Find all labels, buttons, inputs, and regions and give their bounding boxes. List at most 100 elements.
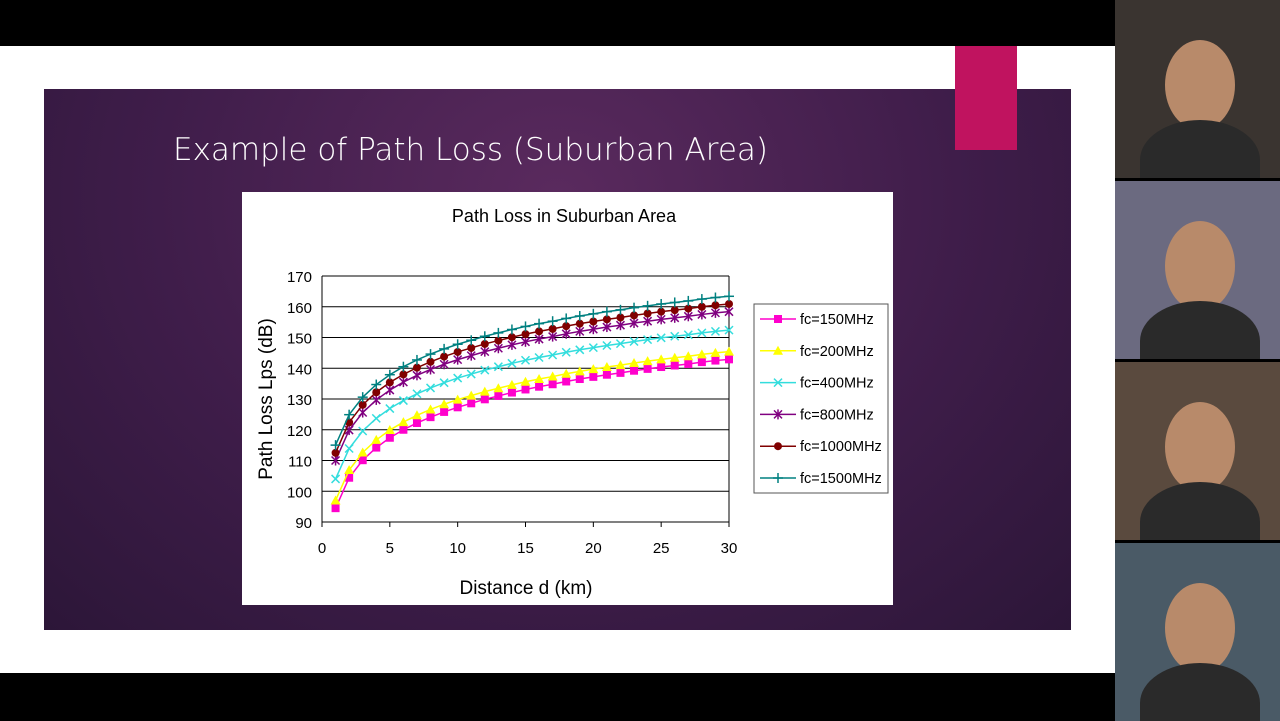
x-tick-label: 15 — [517, 540, 534, 557]
marker-triangle — [629, 358, 640, 368]
marker-square — [494, 391, 503, 400]
marker-triangle — [547, 371, 558, 381]
y-tick-label: 160 — [287, 300, 312, 317]
marker-circle — [480, 339, 489, 348]
marker-triangle — [398, 417, 409, 427]
participant-tile-1[interactable] — [1115, 0, 1280, 178]
marker-x — [697, 328, 707, 338]
legend-label: fc=150MHz — [800, 312, 874, 328]
marker-circle — [774, 442, 782, 451]
marker-square — [480, 395, 489, 404]
marker-square — [521, 385, 530, 394]
chart-canvas: Path Loss in Suburban Area Distance d (k… — [256, 206, 889, 599]
marker-square — [697, 358, 706, 367]
participant-tile-4[interactable] — [1115, 543, 1280, 721]
participant-tile-3[interactable] — [1115, 362, 1280, 540]
series-line — [334, 310, 730, 461]
marker-circle — [616, 313, 625, 322]
participant-gallery — [1115, 0, 1280, 721]
marker-x — [412, 389, 422, 399]
y-tick-label: 110 — [288, 454, 312, 471]
marker-circle — [575, 319, 584, 328]
marker-circle — [521, 330, 530, 339]
legend-label: fc=1500MHz — [800, 471, 882, 487]
marker-triangle — [696, 349, 707, 359]
legend-item: fc=1000MHz — [760, 439, 882, 455]
y-tick-label: 90 — [295, 515, 312, 532]
marker-circle — [372, 388, 381, 397]
marker-circle — [507, 333, 516, 342]
x-tick-label: 20 — [585, 540, 602, 557]
marker-triangle — [656, 354, 667, 364]
marker-x — [548, 350, 558, 360]
marker-square — [589, 372, 598, 381]
marker-triangle — [479, 386, 490, 396]
series-fc=800MHz — [331, 306, 734, 466]
marker-square — [616, 368, 625, 377]
marker-triangle — [773, 345, 783, 355]
participant-body — [1140, 663, 1260, 721]
marker-circle — [385, 378, 394, 387]
marker-x — [683, 330, 693, 340]
marker-circle — [494, 336, 503, 345]
marker-square — [372, 443, 381, 452]
marker-square — [548, 380, 557, 389]
marker-triangle — [588, 364, 599, 374]
legend-item: fc=200MHz — [760, 344, 874, 360]
marker-square — [630, 366, 639, 375]
participant-video-4 — [1165, 583, 1235, 673]
marker-triangle — [344, 465, 355, 475]
marker-circle — [711, 301, 720, 310]
marker-triangle — [371, 434, 382, 444]
chart-title: Path Loss in Suburban Area — [452, 206, 677, 226]
marker-triangle — [669, 352, 680, 362]
marker-x — [643, 335, 653, 345]
marker-circle — [426, 357, 435, 366]
marker-square — [467, 399, 476, 408]
legend-item: fc=1500MHz — [760, 471, 882, 487]
y-tick-label: 130 — [287, 392, 312, 409]
marker-x — [331, 474, 341, 484]
legend-item: fc=400MHz — [760, 376, 874, 392]
y-tick-label: 120 — [287, 423, 312, 440]
marker-circle — [467, 343, 476, 352]
marker-x — [724, 325, 734, 335]
participant-tile-2[interactable] — [1115, 181, 1280, 359]
marker-x — [480, 365, 490, 375]
marker-x — [710, 326, 720, 336]
x-axis-label: Distance d (km) — [459, 578, 592, 599]
legend-label: fc=800MHz — [800, 407, 874, 423]
series-fc=200MHz — [330, 346, 734, 505]
marker-x — [439, 378, 449, 388]
marker-square — [711, 356, 720, 365]
legend-label: fc=400MHz — [800, 376, 874, 392]
marker-x — [629, 336, 639, 347]
path-loss-chart: Path Loss in Suburban Area Distance d (k… — [242, 192, 893, 605]
marker-x — [670, 331, 680, 341]
marker-x — [588, 343, 598, 353]
legend-box — [753, 303, 889, 494]
marker-triangle — [642, 356, 653, 366]
marker-triangle — [452, 394, 463, 404]
participant-video-3 — [1165, 402, 1235, 492]
marker-triangle — [724, 346, 734, 356]
x-tick-label: 25 — [653, 540, 670, 557]
legend-item: fc=800MHz — [760, 407, 874, 423]
marker-triangle — [534, 374, 545, 384]
marker-circle — [670, 306, 679, 315]
marker-square — [670, 361, 679, 370]
participant-body — [1140, 120, 1260, 178]
marker-square — [453, 403, 462, 412]
slide-accent-bar — [955, 46, 1017, 150]
marker-circle — [589, 317, 598, 326]
marker-triangle — [384, 425, 395, 435]
marker-square — [657, 363, 666, 372]
marker-circle — [358, 400, 367, 409]
marker-triangle — [439, 399, 450, 409]
marker-circle — [412, 363, 421, 372]
y-tick-label: 100 — [287, 484, 312, 501]
marker-triangle — [357, 447, 368, 457]
series-line — [334, 303, 730, 454]
marker-x — [493, 362, 503, 372]
series-fc=1500MHz — [330, 291, 734, 451]
